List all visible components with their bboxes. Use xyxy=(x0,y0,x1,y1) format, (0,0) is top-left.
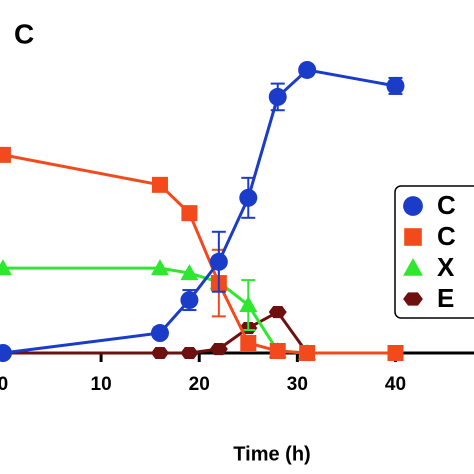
x-tick-label: 20 xyxy=(189,374,210,395)
x-tick-label: 0 xyxy=(0,374,8,395)
marker xyxy=(239,296,258,313)
marker xyxy=(0,344,12,362)
marker xyxy=(268,87,287,106)
marker xyxy=(150,324,169,343)
marker xyxy=(299,345,316,361)
marker xyxy=(150,259,169,276)
marker xyxy=(404,228,422,246)
marker xyxy=(403,258,423,276)
legend-label: E xyxy=(437,283,454,313)
marker xyxy=(387,345,404,361)
marker xyxy=(403,292,423,306)
series-line xyxy=(2,153,396,355)
panel-label: C xyxy=(14,18,34,49)
series-line xyxy=(2,68,396,355)
marker xyxy=(180,264,199,281)
marker xyxy=(0,259,12,276)
marker xyxy=(209,342,228,356)
x-tick-label: 40 xyxy=(385,374,406,395)
legend-label: X xyxy=(437,252,455,282)
legend-label: C xyxy=(437,221,456,251)
legend-box xyxy=(394,185,474,319)
marker xyxy=(268,305,287,319)
marker xyxy=(269,343,286,360)
marker xyxy=(209,252,228,271)
marker xyxy=(0,146,11,163)
marker xyxy=(298,60,317,79)
x-axis-label: Time (h) xyxy=(233,443,310,465)
x-tick-label: 10 xyxy=(91,374,112,395)
marker xyxy=(180,346,199,360)
marker xyxy=(386,76,405,95)
x-tick-label: 30 xyxy=(287,374,308,395)
legend-label: C xyxy=(437,190,456,220)
marker xyxy=(240,335,257,352)
marker xyxy=(180,291,199,310)
marker xyxy=(150,346,169,360)
marker xyxy=(239,188,258,207)
marker xyxy=(181,205,198,222)
marker xyxy=(403,196,423,216)
marker xyxy=(151,176,168,193)
